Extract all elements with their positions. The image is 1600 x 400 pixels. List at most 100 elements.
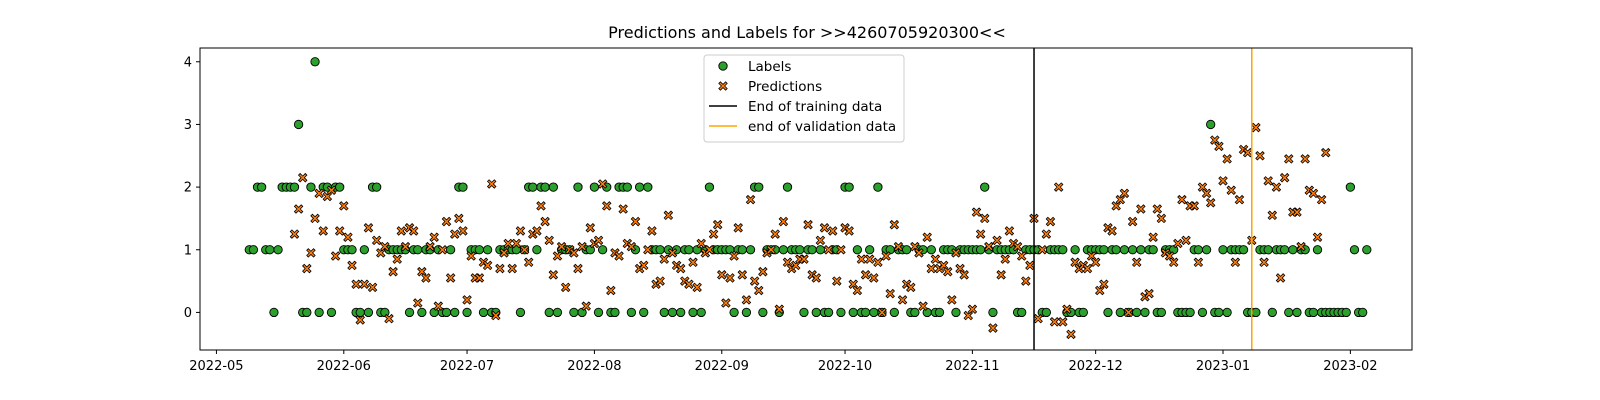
prediction-point (721, 298, 731, 308)
prediction-point (1230, 257, 1241, 268)
prediction-point (1012, 241, 1023, 252)
prediction-point (914, 248, 924, 258)
prediction-point (753, 285, 764, 296)
prediction-point (1296, 241, 1306, 252)
prediction-point (1255, 151, 1265, 161)
prediction-point (717, 270, 727, 280)
prediction-point (988, 323, 998, 333)
prediction-point (433, 301, 444, 311)
prediction-point (441, 216, 452, 227)
prediction-point (429, 232, 439, 242)
label-point (458, 182, 468, 192)
prediction-point (979, 213, 990, 224)
prediction-point (864, 254, 875, 264)
prediction-point (1016, 251, 1027, 261)
label-point (1197, 307, 1208, 318)
prediction-point (519, 244, 530, 255)
prediction-point (1279, 172, 1290, 183)
label-point (417, 307, 427, 318)
label-point (844, 182, 854, 192)
prediction-point (1292, 207, 1302, 217)
label-point (1222, 307, 1232, 318)
prediction-point (774, 304, 785, 315)
prediction-point (408, 226, 419, 236)
label-point (474, 245, 485, 255)
prediction-point (1021, 276, 1031, 286)
prediction-point (897, 295, 908, 305)
prediction-point (741, 295, 752, 305)
prediction-point (1094, 285, 1105, 296)
y-tick-label: 1 (184, 243, 192, 258)
prediction-point (310, 213, 320, 224)
prediction-point (877, 307, 887, 318)
prediction-point (959, 270, 969, 280)
chart-title: Predictions and Labels for >>42607059203… (608, 23, 1006, 42)
prediction-point (511, 238, 522, 249)
label-point (758, 307, 768, 318)
label-point (532, 245, 542, 255)
prediction-point (967, 304, 978, 315)
prediction-point (597, 179, 608, 189)
prediction-point (343, 232, 353, 242)
label-point (1103, 307, 1113, 318)
prediction-point (334, 226, 345, 236)
prediction-point (523, 257, 534, 268)
label-point (293, 119, 304, 130)
label-point (335, 182, 345, 192)
prediction-point (885, 288, 895, 299)
prediction-point (425, 241, 435, 252)
prediction-point (392, 254, 402, 264)
label-point (1279, 245, 1290, 255)
prediction-point (947, 295, 957, 305)
prediction-point (474, 273, 485, 283)
label-point (273, 245, 283, 255)
label-point (314, 307, 324, 318)
prediction-point (1127, 216, 1138, 227)
x-tick-label: 2022-07 (440, 359, 494, 374)
label-point (593, 307, 604, 318)
label-point (450, 307, 460, 318)
vline-layer (1033, 48, 1253, 350)
label-point (552, 307, 563, 318)
prediction-point (823, 244, 834, 255)
legend-training-text: End of training data (748, 99, 882, 115)
prediction-point (552, 251, 563, 261)
label-point (823, 307, 834, 318)
y-tick-label: 3 (184, 118, 192, 133)
label-point (363, 307, 374, 318)
label-point (848, 307, 858, 318)
x-tick-label: 2022-08 (567, 359, 621, 374)
label-point (573, 182, 583, 192)
label-point (1185, 307, 1195, 318)
prediction-point (318, 226, 329, 236)
label-point (782, 182, 793, 192)
label-point (441, 307, 452, 318)
prediction-point (1000, 254, 1011, 264)
label-point (1312, 245, 1323, 255)
prediction-point (647, 226, 657, 236)
prediction-point (1320, 147, 1331, 158)
prediction-point (778, 216, 789, 227)
label-point (589, 182, 600, 192)
prediction-point (1300, 154, 1310, 164)
label-point (741, 307, 752, 318)
label-point (626, 307, 637, 318)
label-point (302, 307, 312, 318)
label-point (265, 245, 275, 255)
prediction-point (951, 248, 961, 258)
x-tick-label: 2022-09 (695, 359, 749, 374)
label-point (988, 307, 998, 318)
prediction-point (577, 241, 587, 252)
y-tick-label: 4 (184, 55, 192, 70)
prediction-point (1058, 317, 1068, 327)
prediction-point (355, 315, 365, 325)
x-tick-label: 2022-05 (189, 359, 243, 374)
prediction-point (1214, 141, 1224, 152)
prediction-point (400, 241, 411, 252)
prediction-point (704, 244, 715, 255)
label-point (1136, 245, 1146, 255)
prediction-point (499, 248, 509, 258)
label-point (807, 245, 817, 255)
label-point (269, 307, 279, 318)
prediction-point (297, 172, 308, 183)
